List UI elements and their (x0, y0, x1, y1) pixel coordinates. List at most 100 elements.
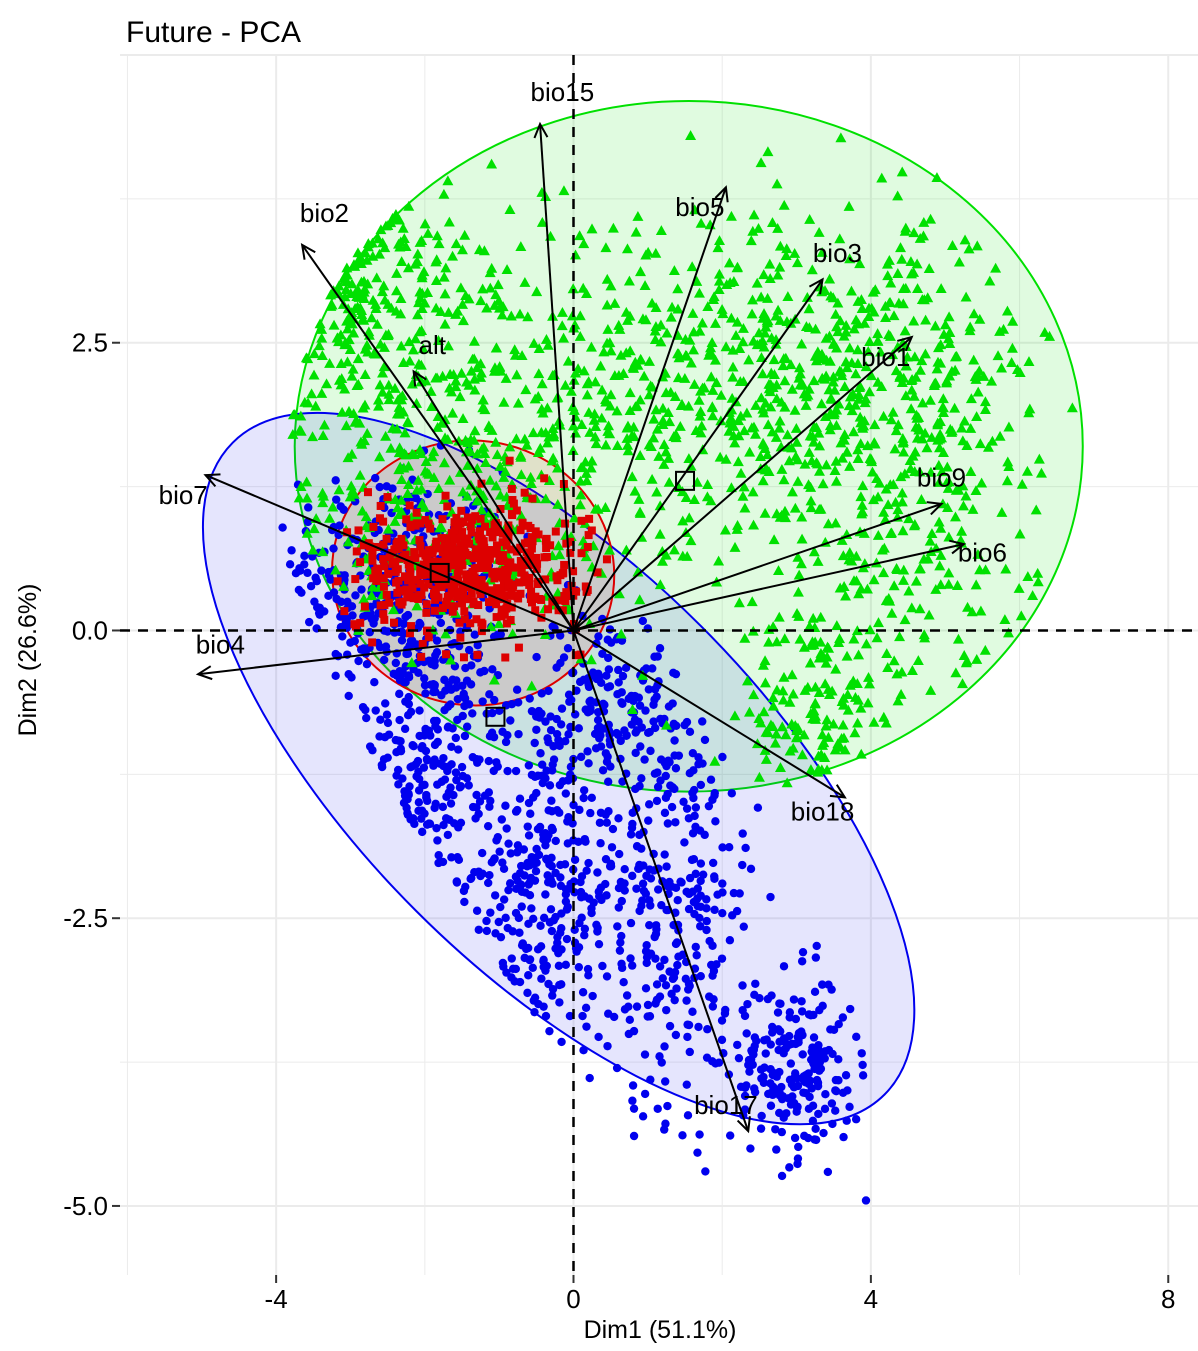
data-point (505, 456, 514, 465)
data-point (431, 595, 440, 604)
data-point (916, 355, 928, 366)
data-point (432, 411, 444, 422)
data-point (771, 393, 783, 404)
data-point (574, 310, 586, 321)
data-point (707, 410, 719, 421)
data-point (561, 519, 570, 528)
data-point (820, 459, 832, 470)
data-point (328, 319, 340, 330)
data-point (710, 905, 719, 915)
data-point (642, 664, 651, 673)
data-point (653, 782, 663, 792)
data-point (725, 210, 737, 221)
data-point (343, 405, 355, 416)
data-point (582, 1022, 591, 1031)
data-point (771, 379, 783, 390)
data-point (358, 275, 370, 286)
data-point (701, 491, 713, 502)
data-point (333, 484, 345, 495)
data-point (399, 541, 408, 550)
data-point (943, 333, 955, 344)
data-point (806, 1011, 816, 1020)
data-point (432, 335, 444, 345)
data-point (685, 1047, 694, 1057)
variable-label-bio1: bio1 (861, 342, 910, 372)
data-point (705, 371, 717, 382)
data-point (564, 730, 573, 739)
data-point (383, 493, 392, 502)
data-point (344, 344, 356, 354)
data-point (456, 818, 466, 828)
data-point (1002, 456, 1014, 467)
data-point (869, 284, 881, 295)
data-point (516, 556, 525, 565)
data-point (702, 301, 714, 311)
data-point (702, 925, 711, 935)
data-point (467, 873, 476, 883)
data-point (456, 589, 465, 598)
data-point (672, 372, 684, 383)
data-point (560, 860, 570, 869)
data-point (594, 887, 603, 896)
data-point (393, 447, 405, 458)
data-point (579, 786, 589, 795)
data-point (748, 689, 760, 700)
data-point (1033, 453, 1045, 464)
data-point (477, 540, 486, 549)
data-point (636, 742, 645, 751)
data-point (442, 650, 451, 659)
data-point (398, 597, 407, 606)
data-point (971, 240, 983, 251)
data-point (517, 563, 526, 572)
data-point (500, 578, 509, 587)
data-point (399, 427, 411, 438)
data-point (710, 872, 719, 881)
data-point (704, 346, 716, 356)
data-point (416, 542, 425, 551)
data-point (441, 491, 450, 500)
data-point (461, 595, 470, 604)
data-point (791, 1014, 801, 1024)
data-point (632, 210, 644, 221)
data-point (816, 398, 828, 409)
data-point (627, 691, 636, 701)
data-point (650, 932, 659, 942)
data-point (729, 437, 741, 448)
data-point (302, 397, 314, 408)
data-point (803, 303, 815, 314)
data-point (385, 302, 397, 313)
data-point (613, 319, 625, 330)
data-point (577, 872, 587, 881)
data-point (937, 402, 949, 412)
data-point (779, 633, 791, 644)
data-point (531, 606, 540, 615)
x-tick-label: 0 (566, 1284, 580, 1314)
data-point (942, 482, 954, 493)
data-point (558, 332, 570, 343)
data-point (671, 764, 681, 773)
data-point (784, 745, 796, 756)
data-point (439, 318, 451, 329)
data-point (908, 227, 920, 238)
data-point (448, 607, 457, 616)
data-point (791, 257, 803, 268)
data-point (411, 575, 420, 584)
data-point (401, 550, 410, 559)
data-point (490, 574, 499, 583)
data-point (469, 597, 478, 606)
data-point (719, 524, 731, 535)
data-point (533, 343, 545, 354)
data-point (443, 723, 453, 732)
data-point (352, 547, 361, 556)
data-point (994, 430, 1006, 441)
data-point (800, 399, 812, 410)
data-point (750, 1087, 760, 1097)
data-point (882, 662, 894, 672)
data-point (687, 855, 697, 865)
data-point (813, 1044, 823, 1054)
data-point (826, 685, 838, 696)
data-point (790, 1133, 800, 1143)
data-point (385, 442, 397, 453)
data-point (819, 678, 831, 689)
data-point (500, 373, 512, 383)
